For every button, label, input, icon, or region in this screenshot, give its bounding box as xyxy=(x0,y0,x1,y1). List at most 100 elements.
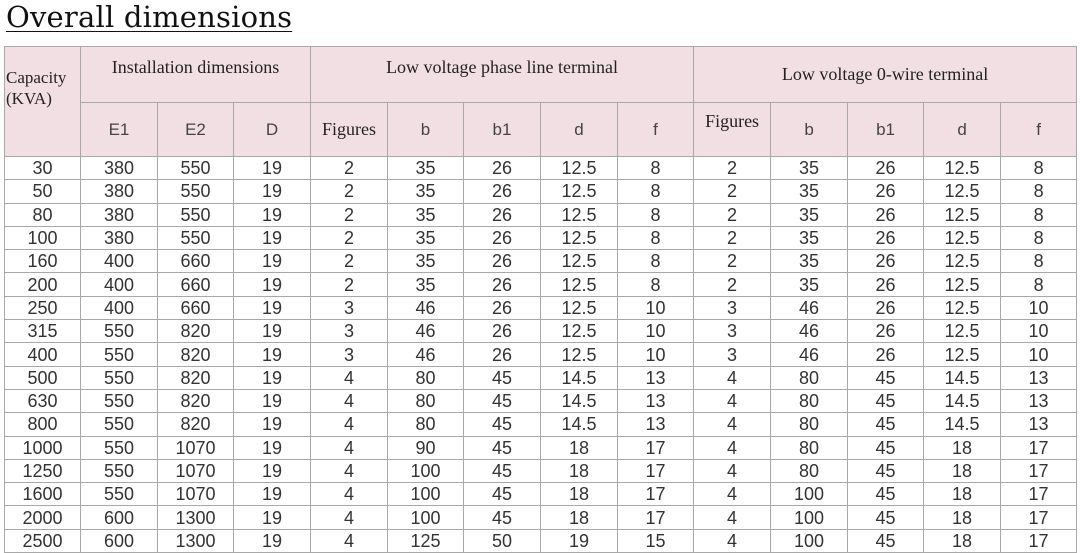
sub-header-b: b xyxy=(770,102,849,157)
table-cell: 17 xyxy=(617,505,695,530)
sub-header-d: D xyxy=(232,102,312,157)
table-cell: 45 xyxy=(463,412,542,437)
table-cell: 12.5 xyxy=(923,319,1002,344)
table-cell: 50 xyxy=(4,179,81,204)
table-cell: 12.5 xyxy=(540,225,619,251)
table-cell: 35 xyxy=(770,272,849,297)
table-cell: 45 xyxy=(847,412,925,437)
table-cell: 820 xyxy=(157,388,234,414)
table-cell: 26 xyxy=(847,319,925,344)
table-cell: 2000 xyxy=(4,505,81,530)
table-cell: 26 xyxy=(847,202,925,227)
table-cell: 17 xyxy=(1000,505,1078,530)
table-cell: 4 xyxy=(693,482,772,507)
table-cell: 14.5 xyxy=(540,412,619,437)
table-cell: 26 xyxy=(847,249,925,274)
table-cell: 12.5 xyxy=(923,225,1002,251)
table-cell: 45 xyxy=(463,365,542,390)
sub-header-b1: b1 xyxy=(463,102,542,157)
sub-header-e1: E1 xyxy=(80,102,158,157)
table-cell: 80 xyxy=(387,412,465,437)
sub-header-row: E1 E2 D Figures b b1 d f Figures b b1 d f xyxy=(5,102,1078,157)
table-cell: 4 xyxy=(693,365,772,390)
table-cell: 46 xyxy=(387,342,465,367)
table-cell: 18 xyxy=(923,528,1002,553)
table-cell: 550 xyxy=(157,155,234,181)
table-cell: 35 xyxy=(387,249,465,274)
table-cell: 4 xyxy=(310,505,389,530)
table-cell: 19 xyxy=(232,388,312,414)
table-cell: 26 xyxy=(847,225,925,251)
table-cell: 10 xyxy=(1000,319,1078,344)
table-cell: 13 xyxy=(617,412,695,437)
table-cell: 26 xyxy=(463,295,542,321)
table-cell: 400 xyxy=(80,249,158,274)
table-cell: 17 xyxy=(617,435,695,460)
table-cell: 2 xyxy=(693,272,772,297)
table-cell: 3 xyxy=(693,319,772,344)
table-cell: 8 xyxy=(617,155,695,181)
table-cell: 12.5 xyxy=(540,295,619,321)
table-cell: 4 xyxy=(310,388,389,414)
table-cell: 550 xyxy=(80,365,158,390)
table-cell: 17 xyxy=(1000,528,1078,553)
table-cell: 45 xyxy=(463,458,542,484)
table-row: 500 550 820 19 4 80 45 14.5 13 4 80 45 14.5 13 xyxy=(4,365,1078,390)
table-cell: 12.5 xyxy=(540,179,619,204)
table-cell: 4 xyxy=(310,412,389,437)
table-cell: 4 xyxy=(310,482,389,507)
table-cell: 600 xyxy=(80,528,158,553)
table-cell: 14.5 xyxy=(540,388,619,414)
table-cell: 2 xyxy=(310,202,389,227)
table-cell: 19 xyxy=(232,365,312,390)
table-cell: 26 xyxy=(463,225,542,251)
table-cell: 46 xyxy=(387,295,465,321)
table-cell: 19 xyxy=(232,295,312,321)
table-cell: 50 xyxy=(463,528,542,553)
table-cell: 17 xyxy=(617,482,695,507)
table-cell: 660 xyxy=(157,249,234,274)
table-cell: 4 xyxy=(693,388,772,414)
table-cell: 550 xyxy=(157,202,234,227)
table-cell: 1250 xyxy=(4,458,81,484)
table-cell: 13 xyxy=(1000,412,1078,437)
table-cell: 8 xyxy=(617,225,695,251)
table-cell: 12.5 xyxy=(540,319,619,344)
table-row: 100 380 550 19 2 35 26 12.5 8 2 35 26 12.5 8 xyxy=(4,225,1078,251)
table-cell: 820 xyxy=(157,365,234,390)
table-cell: 3 xyxy=(693,295,772,321)
table-cell: 100 xyxy=(770,482,849,507)
table-cell: 26 xyxy=(847,295,925,321)
table-cell: 45 xyxy=(847,388,925,414)
table-cell: 35 xyxy=(387,272,465,297)
table-cell: 1000 xyxy=(4,435,81,460)
table-cell: 800 xyxy=(4,412,81,437)
table-cell: 18 xyxy=(540,482,619,507)
table-cell: 1070 xyxy=(157,458,234,484)
table-cell: 820 xyxy=(157,412,234,437)
table-row: 160 400 660 19 2 35 26 12.5 8 2 35 26 12.5 8 xyxy=(4,249,1078,274)
table-cell: 46 xyxy=(770,295,849,321)
sub-header-figures: Figures xyxy=(310,102,389,157)
table-cell: 3 xyxy=(310,319,389,344)
table-row: 1000 550 1070 19 4 90 45 18 17 4 80 45 18 17 xyxy=(4,435,1078,460)
table-cell: 2 xyxy=(310,272,389,297)
table-cell: 1300 xyxy=(157,505,234,530)
table-cell: 45 xyxy=(847,505,925,530)
table-cell: 26 xyxy=(847,179,925,204)
table-cell: 26 xyxy=(463,319,542,344)
table-cell: 35 xyxy=(387,202,465,227)
sub-header-figures: Figures xyxy=(693,102,772,157)
table-cell: 4 xyxy=(693,435,772,460)
table-cell: 26 xyxy=(463,179,542,204)
table-cell: 35 xyxy=(387,155,465,181)
table-cell: 35 xyxy=(770,155,849,181)
table-cell: 19 xyxy=(232,528,312,553)
table-cell: 45 xyxy=(463,388,542,414)
table-cell: 26 xyxy=(847,272,925,297)
table-cell: 14.5 xyxy=(923,412,1002,437)
table-cell: 13 xyxy=(617,365,695,390)
table-row: 630 550 820 19 4 80 45 14.5 13 4 80 45 14.5 13 xyxy=(4,388,1078,414)
table-cell: 125 xyxy=(387,528,465,553)
table-cell: 46 xyxy=(770,342,849,367)
